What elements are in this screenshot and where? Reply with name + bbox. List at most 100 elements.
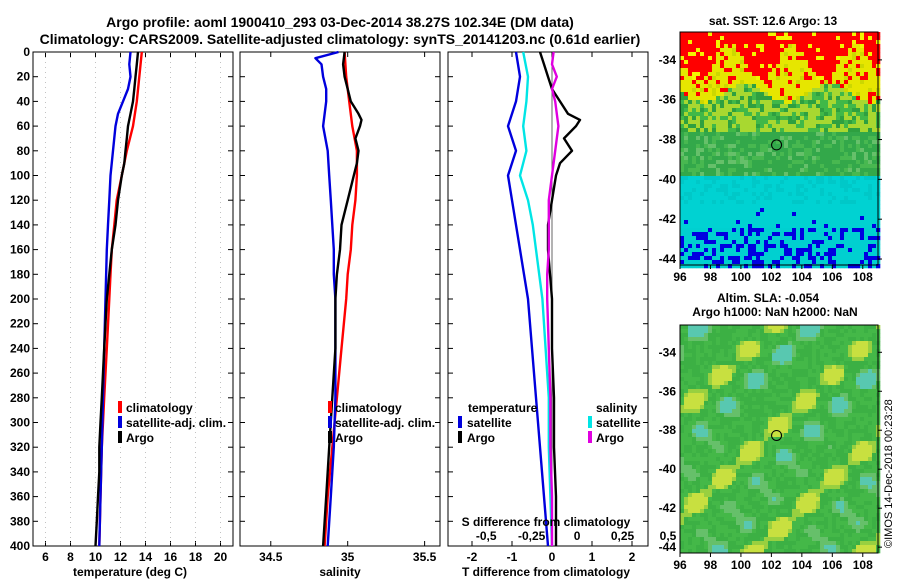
sst-cell [716,152,721,157]
sst-cell [780,48,785,53]
sst-cell [724,152,729,157]
sst-cell [820,244,825,249]
sla-cell [772,449,777,454]
sst-cell [776,100,781,105]
sla-cell [872,361,877,366]
sst-cell [808,160,813,165]
sst-cell [696,164,701,169]
sst-cell [756,52,761,57]
sst-cell [844,68,849,73]
sst-cell [724,84,729,89]
sst-cell [812,172,817,177]
sst-cell [696,152,701,157]
sla-cell [748,445,753,450]
sla-cell [720,445,725,450]
sla-cell [700,425,705,430]
sla-cell [808,421,813,426]
sst-cell [868,132,873,137]
sst-cell [832,52,837,57]
sst-cell [680,172,685,177]
sst-cell [716,72,721,77]
sst-cell [756,196,761,201]
sst-cell [808,112,813,117]
sst-cell [808,88,813,93]
sst-cell [752,240,757,245]
sst-cell [684,176,689,181]
sla-cell [800,385,805,390]
sst-cell [688,256,693,261]
sst-cell [792,244,797,249]
sla-cell [732,369,737,374]
sst-cell [812,108,817,113]
sst-cell [748,152,753,157]
sst-cell [824,204,829,209]
sla-cell [856,421,861,426]
sst-cell [732,52,737,57]
sst-cell [824,76,829,81]
sst-cell [856,52,861,57]
sst-cell [768,240,773,245]
sst-cell [836,148,841,153]
sla-cell [756,429,761,434]
sla-cell [724,461,729,466]
sla-cell [704,413,709,418]
sst-cell [780,232,785,237]
sst-cell [700,260,705,265]
sst-cell [812,88,817,93]
sst-cell [816,108,821,113]
sst-cell [856,264,861,269]
sla-cell [728,409,733,414]
sla-cell [688,389,693,394]
sla-cell [872,385,877,390]
sst-cell [852,220,857,225]
sst-cell [800,256,805,261]
sst-cell [752,104,757,109]
sst-cell [812,204,817,209]
y-tick-label: 100 [10,169,30,183]
sst-cell [840,48,845,53]
sst-cell [872,52,877,57]
sst-cell [784,224,789,229]
sla-cell [796,325,801,330]
sla-cell [836,365,841,370]
sst-cell [828,236,833,241]
sst-cell [812,180,817,185]
sst-cell [720,104,725,109]
sst-cell [724,164,729,169]
sla-cell [848,325,853,330]
sst-cell [864,212,869,217]
sst-cell [828,216,833,221]
sla-cell [728,449,733,454]
sst-cell [788,120,793,125]
sla-cell [776,401,781,406]
sla-cell [804,461,809,466]
sst-cell [868,220,873,225]
sst-cell [712,176,717,181]
sst-cell [768,96,773,101]
sla-cell [696,329,701,334]
sla-cell [864,445,869,450]
sst-cell [812,84,817,89]
sla-cell [804,365,809,370]
sst-cell [744,216,749,221]
sla-cell [744,437,749,442]
sla-cell [868,397,873,402]
sst-cell [800,116,805,121]
sst-cell [808,216,813,221]
sst-cell [868,156,873,161]
sst-cell [816,156,821,161]
sla-cell [796,329,801,334]
sla-cell [732,425,737,430]
sst-cell [704,164,709,169]
sst-cell [780,176,785,181]
sla-cell [692,337,697,342]
sla-cell [832,329,837,334]
sst-cell [840,216,845,221]
sla-cell [796,349,801,354]
sla-cell [780,409,785,414]
sst-cell [840,140,845,145]
sst-cell [680,256,685,261]
sst-cell [816,236,821,241]
sst-cell [752,140,757,145]
sst-cell [716,228,721,233]
